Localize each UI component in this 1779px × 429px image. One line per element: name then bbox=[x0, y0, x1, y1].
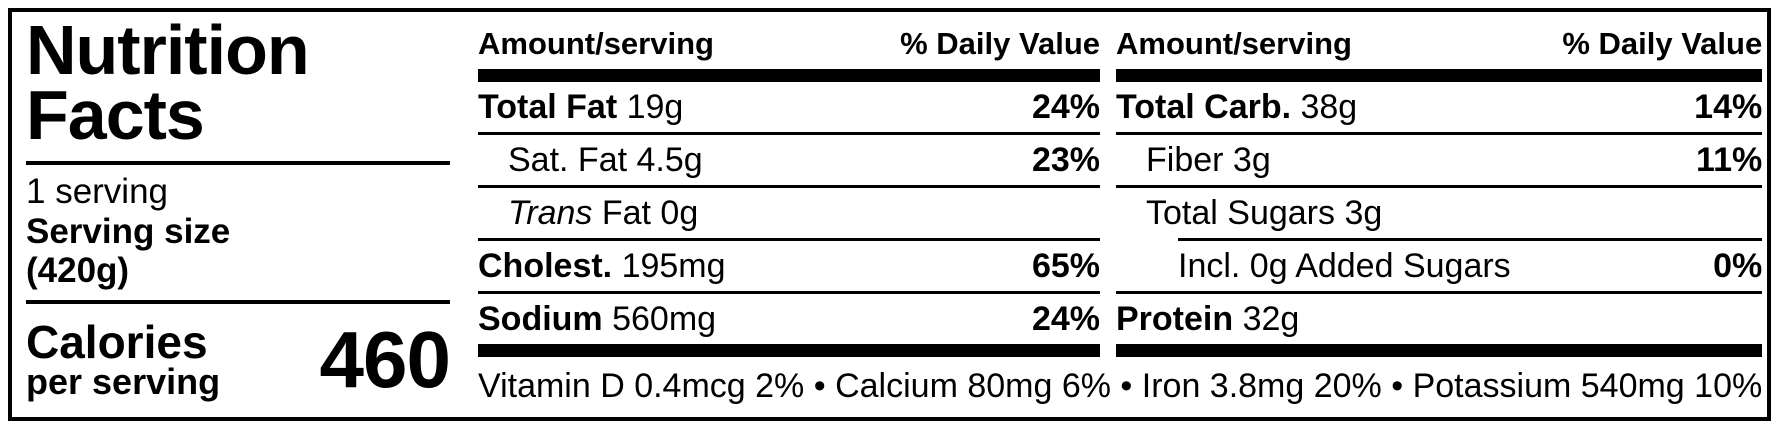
calories-value: 460 bbox=[319, 315, 451, 405]
title-line-2: Facts bbox=[26, 76, 205, 155]
divider bbox=[478, 291, 1100, 294]
daily-value: 24% bbox=[1031, 87, 1100, 126]
nutrient-amount: Fat 0g bbox=[592, 193, 699, 232]
nutrient-row-protein: Protein 32g bbox=[1116, 294, 1762, 344]
column-header: Amount/serving % Daily Value bbox=[478, 14, 1100, 69]
title-line-1: Nutrition bbox=[26, 11, 310, 89]
nutrient-row-sat-fat: Sat. Fat 4.5g 23% bbox=[478, 135, 1100, 185]
nutrient-row-total-carb: Total Carb. 38g 14% bbox=[1116, 82, 1762, 132]
nutrient-column-left: Amount/serving % Daily Value Total Fat 1… bbox=[478, 14, 1100, 357]
nutrient-column-right: Amount/serving % Daily Value Total Carb.… bbox=[1116, 14, 1763, 357]
daily-value: 65% bbox=[1031, 246, 1100, 285]
divider bbox=[1116, 185, 1763, 188]
vitamins-minerals-line: Vitamin D 0.4mcg 2% • Calcium 80mg 6% • … bbox=[478, 367, 1763, 405]
nutrient-name: Protein bbox=[1116, 299, 1234, 338]
divider bbox=[478, 238, 1100, 241]
nutrient-amount: 195mg bbox=[612, 246, 726, 285]
nutrient-name: Total Carb. bbox=[1116, 87, 1292, 126]
divider bbox=[1116, 291, 1763, 294]
serving-info: 1 serving Serving size (420g) bbox=[26, 172, 450, 291]
thick-bar bbox=[478, 344, 1100, 357]
calories-sublabel: per serving bbox=[26, 361, 221, 403]
calories-label: Calories bbox=[26, 316, 208, 369]
amount-per-serving-header: Amount/serving bbox=[1116, 26, 1352, 61]
amount-per-serving-header: Amount/serving bbox=[478, 26, 714, 61]
nutrient-name: Sodium bbox=[478, 299, 603, 338]
servings-per-container: 1 serving bbox=[26, 172, 169, 212]
divider bbox=[26, 161, 450, 166]
nutrient-amount: 32g bbox=[1233, 299, 1300, 338]
daily-value: 14% bbox=[1694, 87, 1763, 126]
calories-row: Calories per serving 460 bbox=[26, 306, 451, 415]
column-header: Amount/serving % Daily Value bbox=[1116, 14, 1762, 69]
nutrient-row-added-sugars: Incl. 0g Added Sugars 0% bbox=[1116, 241, 1762, 291]
divider bbox=[478, 132, 1100, 135]
nutrient-amount: Total Sugars 3g bbox=[1146, 193, 1383, 232]
nutrient-row-fiber: Fiber 3g 11% bbox=[1116, 135, 1762, 185]
daily-value: 24% bbox=[1031, 299, 1100, 338]
nutrient-area: Amount/serving % Daily Value Total Fat 1… bbox=[478, 14, 1763, 415]
daily-value-header: % Daily Value bbox=[1562, 26, 1763, 61]
daily-value: 11% bbox=[1696, 140, 1763, 179]
thick-bar bbox=[1116, 69, 1763, 82]
nutrient-name: Total Fat bbox=[478, 87, 618, 126]
nutrient-name: Cholest. bbox=[478, 246, 613, 285]
nutrient-amount: 560mg bbox=[602, 299, 717, 338]
divider bbox=[1116, 132, 1763, 135]
daily-value: 0% bbox=[1713, 246, 1763, 285]
nutrient-amount: Incl. 0g Added Sugars bbox=[1178, 246, 1511, 285]
divider bbox=[26, 299, 450, 304]
left-panel: Nutrition Facts 1 serving Serving size (… bbox=[26, 11, 451, 415]
label-title: Nutrition Facts bbox=[26, 11, 450, 155]
thick-bar bbox=[478, 69, 1100, 82]
daily-value-header: % Daily Value bbox=[900, 26, 1100, 61]
nutrient-amount: 19g bbox=[617, 87, 684, 126]
nutrient-row-total-sugars: Total Sugars 3g bbox=[1116, 188, 1762, 238]
label-border-box: Nutrition Facts 1 serving Serving size (… bbox=[8, 8, 1771, 421]
serving-size-label: Serving size bbox=[26, 211, 231, 251]
nutrient-amount: Fiber 3g bbox=[1146, 140, 1271, 179]
nutrient-amount: 38g bbox=[1291, 87, 1358, 126]
nutrient-row-total-fat: Total Fat 19g 24% bbox=[478, 82, 1100, 132]
nutrient-row-trans-fat: Trans Fat 0g bbox=[478, 188, 1100, 238]
nutrient-row-cholesterol: Cholest. 195mg 65% bbox=[478, 241, 1100, 291]
daily-value: 23% bbox=[1031, 140, 1100, 179]
nutrient-name: Trans bbox=[508, 193, 593, 232]
nutrient-row-sodium: Sodium 560mg 24% bbox=[478, 294, 1100, 344]
divider bbox=[478, 185, 1100, 188]
thick-bar bbox=[1116, 344, 1763, 357]
divider-indented bbox=[1178, 238, 1763, 241]
serving-size-value: (420g) bbox=[26, 251, 130, 291]
nutrient-amount: Sat. Fat 4.5g bbox=[508, 140, 703, 179]
